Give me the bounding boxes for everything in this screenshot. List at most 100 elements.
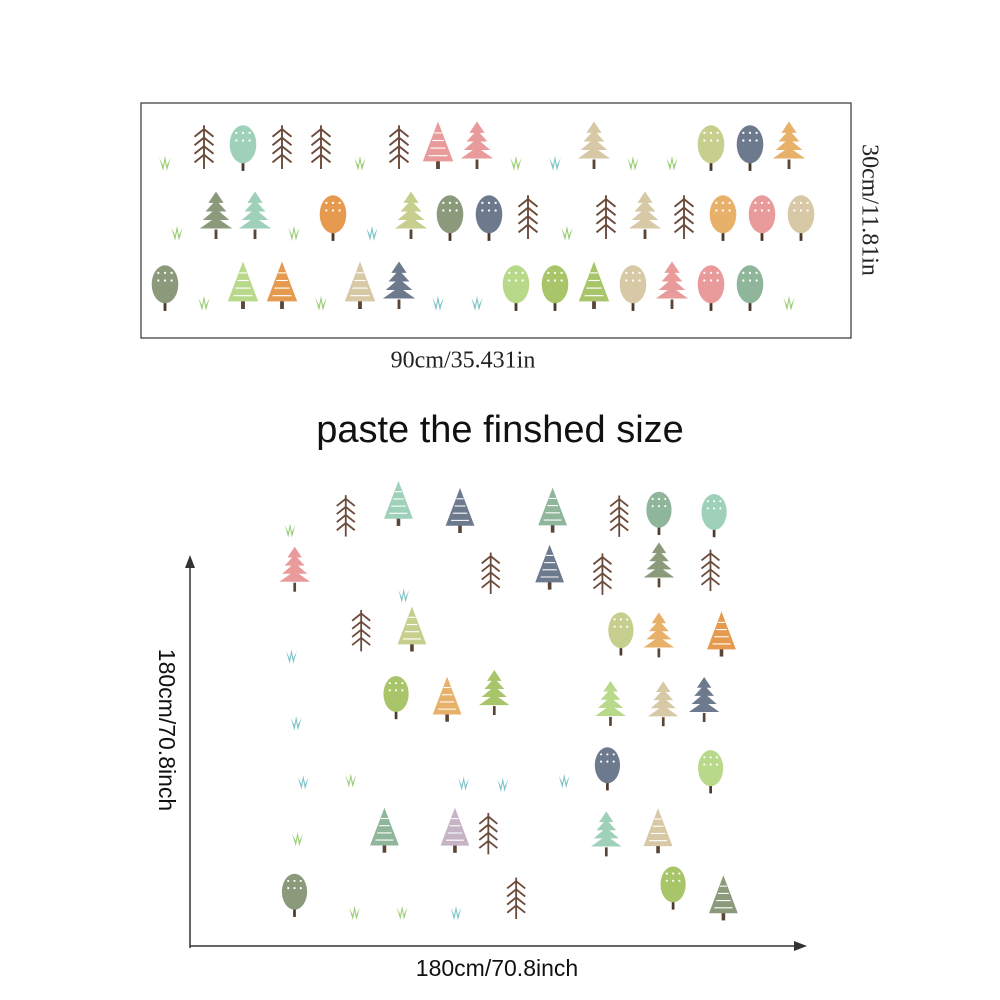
- crown: [707, 611, 736, 650]
- wall-trees: [279, 480, 738, 921]
- layer: [394, 217, 428, 229]
- grass: [558, 773, 570, 789]
- tree-sticker: [549, 155, 561, 171]
- dot: [742, 139, 745, 142]
- tree-sticker: [535, 544, 565, 590]
- branch: [517, 223, 539, 234]
- dot: [514, 279, 518, 282]
- layer: [244, 200, 266, 212]
- tree-sticker: [736, 125, 764, 171]
- branch: [481, 571, 501, 581]
- layer: [599, 811, 614, 823]
- trunk: [453, 843, 457, 853]
- tree-sticker: [619, 265, 647, 311]
- trunk: [358, 299, 362, 309]
- layer: [481, 686, 507, 698]
- dot: [606, 753, 609, 756]
- layer: [651, 612, 667, 624]
- dot: [709, 139, 713, 142]
- dot: [755, 139, 758, 142]
- dot: [709, 131, 713, 135]
- branch: [336, 521, 356, 531]
- layer: [651, 542, 667, 554]
- grass: [450, 905, 462, 921]
- tree-sticker: [673, 195, 695, 240]
- dot: [560, 271, 563, 275]
- tree-sticker: [627, 155, 639, 171]
- layer: [593, 827, 619, 839]
- layer: [484, 678, 505, 689]
- branch: [700, 560, 721, 570]
- layer: [385, 278, 413, 290]
- branch: [388, 153, 410, 164]
- dot: [806, 209, 809, 212]
- dot: [793, 201, 796, 205]
- branch: [592, 555, 612, 565]
- layer: [694, 685, 715, 696]
- layer: [648, 620, 669, 632]
- layer: [688, 701, 720, 713]
- dot: [388, 689, 391, 692]
- branch: [310, 153, 332, 164]
- branch: [193, 153, 215, 164]
- crown: [701, 494, 727, 531]
- tree-sticker: [193, 125, 215, 170]
- tree-sticker: [478, 812, 498, 855]
- layer: [643, 636, 675, 648]
- dot: [715, 756, 719, 759]
- crown: [227, 261, 259, 302]
- dot: [657, 505, 661, 508]
- dot: [612, 760, 615, 763]
- branch: [481, 579, 501, 589]
- branch: [595, 197, 617, 208]
- tree-sticker: [271, 125, 293, 170]
- dot: [613, 618, 616, 621]
- grass: [366, 225, 378, 241]
- layer: [781, 121, 797, 133]
- dot: [626, 618, 629, 621]
- dot: [547, 279, 550, 282]
- crown: [151, 265, 179, 304]
- trunk: [550, 523, 555, 533]
- crown: [748, 195, 776, 234]
- grass: [286, 649, 297, 664]
- layer: [647, 705, 679, 717]
- layer: [460, 147, 494, 159]
- dot: [799, 201, 803, 205]
- tree-sticker: [382, 261, 416, 309]
- dot: [721, 209, 725, 212]
- branch: [310, 127, 332, 138]
- dot: [455, 201, 458, 205]
- dot: [494, 209, 497, 212]
- crown: [370, 807, 399, 846]
- tree-sticker: [700, 549, 721, 592]
- branch: [481, 555, 501, 565]
- dot: [235, 139, 238, 142]
- tree-sticker: [608, 612, 634, 656]
- branch: [673, 197, 695, 208]
- dot: [157, 271, 160, 275]
- tree-sticker: [310, 125, 332, 170]
- layer: [696, 676, 712, 688]
- tree-sticker: [701, 494, 727, 538]
- branch: [592, 572, 612, 582]
- tree-sticker: [383, 675, 409, 720]
- tree-sticker: [595, 680, 626, 726]
- grass: [345, 773, 357, 788]
- grass: [315, 295, 327, 311]
- trunk: [787, 159, 791, 169]
- tree-sticker: [736, 265, 764, 311]
- dot: [703, 131, 706, 135]
- grass: [783, 295, 795, 311]
- tree-sticker: [199, 191, 233, 239]
- tree-sticker: [590, 811, 622, 857]
- dot: [338, 209, 341, 212]
- trunk: [409, 229, 413, 239]
- layer: [772, 147, 806, 159]
- crown: [344, 261, 376, 302]
- tree-sticker: [538, 487, 568, 533]
- tree-sticker: [288, 225, 300, 241]
- dot: [401, 682, 404, 685]
- trunk: [547, 580, 552, 590]
- grass: [284, 523, 296, 538]
